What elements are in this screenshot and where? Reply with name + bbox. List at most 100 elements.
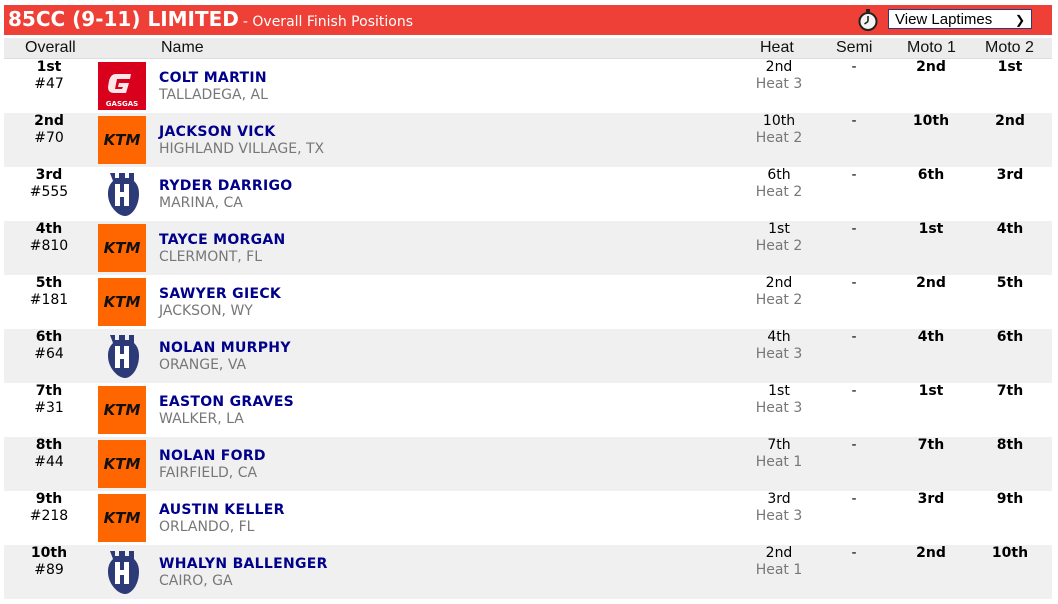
rider-number: #810 — [29, 238, 69, 254]
rider-info: RYDER DARRIGO MARINA, CA — [159, 178, 293, 212]
rider-number: #47 — [34, 76, 64, 92]
moto1-result: 2nd — [916, 275, 946, 291]
heat-number: Heat 3 — [755, 346, 803, 362]
rider-number: #181 — [29, 292, 69, 308]
overall-position: 3rd #555 — [4, 167, 94, 201]
heat-result: 4th Heat 3 — [739, 329, 819, 363]
heat-position: 4th — [767, 329, 791, 345]
rider-name-link[interactable]: WHALYN BALLENGER — [159, 556, 328, 572]
rider-location: MARINA, CA — [159, 195, 243, 211]
heat-position: 3rd — [767, 491, 791, 507]
table-row: 6th #64 NOLAN MURPHY ORANGE, VA 4th Heat 3 … — [4, 329, 1052, 383]
rider-location: FAIRFIELD, CA — [159, 465, 258, 481]
chevron-down-icon: ❯ — [1014, 13, 1025, 27]
semi-result: - — [851, 383, 857, 399]
table-row: 3rd #555 RYDER DARRIGO MARINA, CA 6th Heat … — [4, 167, 1052, 221]
rider-location: TALLADEGA, AL — [159, 87, 268, 103]
rider-location: CLERMONT, FL — [159, 249, 263, 265]
ktm-logo-icon: KTM — [98, 440, 146, 488]
heat-position: 7th — [767, 437, 791, 453]
moto2-result: 10th — [991, 545, 1029, 561]
svg-text:KTM: KTM — [104, 509, 141, 527]
heat-number: Heat 2 — [755, 292, 803, 308]
heat-position: 1st — [768, 221, 790, 237]
rider-info: NOLAN FORD FAIRFIELD, CA — [159, 448, 266, 482]
semi-result: - — [851, 113, 857, 129]
col-name: Name — [161, 39, 204, 56]
position: 5th — [35, 275, 63, 291]
position: 3rd — [35, 167, 63, 183]
rider-number: #218 — [29, 508, 69, 524]
rider-info: EASTON GRAVES WALKER, LA — [159, 394, 294, 428]
table-row: 2nd #70 KTM JACKSON VICK HIGHLAND VILLAGE,… — [4, 113, 1052, 167]
moto2-result: 6th — [996, 329, 1024, 345]
overall-position: 4th #810 — [4, 221, 94, 255]
rider-name-link[interactable]: SAWYER GIECK — [159, 286, 282, 302]
husqvarna-logo-icon — [98, 548, 146, 596]
moto2-result: 4th — [996, 221, 1024, 237]
heat-result: 1st Heat 2 — [739, 221, 819, 255]
rider-number: #89 — [34, 562, 64, 578]
rider-number: #44 — [34, 454, 64, 470]
svg-text:KTM: KTM — [104, 293, 141, 311]
gasgas-logo-icon: GASGAS — [98, 62, 146, 110]
heat-result: 6th Heat 2 — [739, 167, 819, 201]
moto2-result: 5th — [996, 275, 1024, 291]
rider-name-link[interactable]: EASTON GRAVES — [159, 394, 295, 410]
class-header: 85CC (9-11) LIMITED - Overall Finish Posi… — [4, 5, 1052, 35]
class-title: 85CC (9-11) LIMITED - Overall Finish Posi… — [8, 7, 413, 31]
table-row: 7th #31 KTM EASTON GRAVES WALKER, LA 1st He… — [4, 383, 1052, 437]
semi-result: - — [851, 167, 857, 183]
rider-location: ORANGE, VA — [159, 357, 247, 373]
moto2-result: 8th — [996, 437, 1024, 453]
overall-position: 7th #31 — [4, 383, 94, 417]
rider-info: TAYCE MORGAN CLERMONT, FL — [159, 232, 286, 266]
overall-position: 9th #218 — [4, 491, 94, 525]
position: 6th — [35, 329, 63, 345]
rider-info: SAWYER GIECK JACKSON, WY — [159, 286, 281, 320]
heat-position: 10th — [762, 113, 796, 129]
rider-number: #70 — [34, 130, 64, 146]
overall-position: 8th #44 — [4, 437, 94, 471]
moto1-result: 4th — [917, 329, 945, 345]
moto1-result: 2nd — [916, 59, 946, 75]
ktm-logo-icon: KTM — [98, 494, 146, 542]
rider-name-link[interactable]: TAYCE MORGAN — [159, 232, 286, 248]
table-row: 4th #810 KTM TAYCE MORGAN CLERMONT, FL 1st… — [4, 221, 1052, 275]
svg-text:GASGAS: GASGAS — [106, 100, 138, 108]
moto1-result: 1st — [918, 383, 944, 399]
rider-name-link[interactable]: AUSTIN KELLER — [159, 502, 285, 518]
overall-position: 6th #64 — [4, 329, 94, 363]
table-row: 9th #218 KTM AUSTIN KELLER ORLANDO, FL 3rd… — [4, 491, 1052, 545]
moto1-result: 10th — [912, 113, 950, 129]
view-laptimes-select[interactable]: View Laptimes ❯ — [888, 9, 1032, 29]
semi-result: - — [851, 491, 857, 507]
moto1-result: 7th — [917, 437, 945, 453]
svg-text:KTM: KTM — [104, 455, 141, 473]
heat-position: 6th — [767, 167, 791, 183]
heat-number: Heat 3 — [755, 508, 803, 524]
rider-number: #31 — [34, 400, 64, 416]
husqvarna-logo-icon — [98, 170, 146, 218]
svg-text:KTM: KTM — [104, 401, 141, 419]
col-moto1: Moto 1 — [907, 39, 956, 56]
rider-name-link[interactable]: NOLAN MURPHY — [159, 340, 291, 356]
heat-result: 7th Heat 1 — [739, 437, 819, 471]
overall-position: 2nd #70 — [4, 113, 94, 147]
heat-result: 2nd Heat 1 — [739, 545, 819, 579]
semi-result: - — [851, 437, 857, 453]
heat-number: Heat 3 — [755, 400, 803, 416]
moto1-result: 2nd — [916, 545, 946, 561]
rider-name-link[interactable]: RYDER DARRIGO — [159, 178, 293, 194]
rider-name-link[interactable]: JACKSON VICK — [159, 124, 276, 140]
ktm-logo-icon: KTM — [98, 386, 146, 434]
heat-number: Heat 2 — [755, 238, 803, 254]
position: 2nd — [34, 113, 64, 129]
overall-position: 1st #47 — [4, 59, 94, 93]
heat-position: 2nd — [765, 545, 793, 561]
heat-position: 2nd — [765, 275, 793, 291]
heat-result: 3rd Heat 3 — [739, 491, 819, 525]
col-heat: Heat — [760, 39, 794, 56]
rider-name-link[interactable]: COLT MARTIN — [159, 70, 267, 86]
rider-name-link[interactable]: NOLAN FORD — [159, 448, 266, 464]
